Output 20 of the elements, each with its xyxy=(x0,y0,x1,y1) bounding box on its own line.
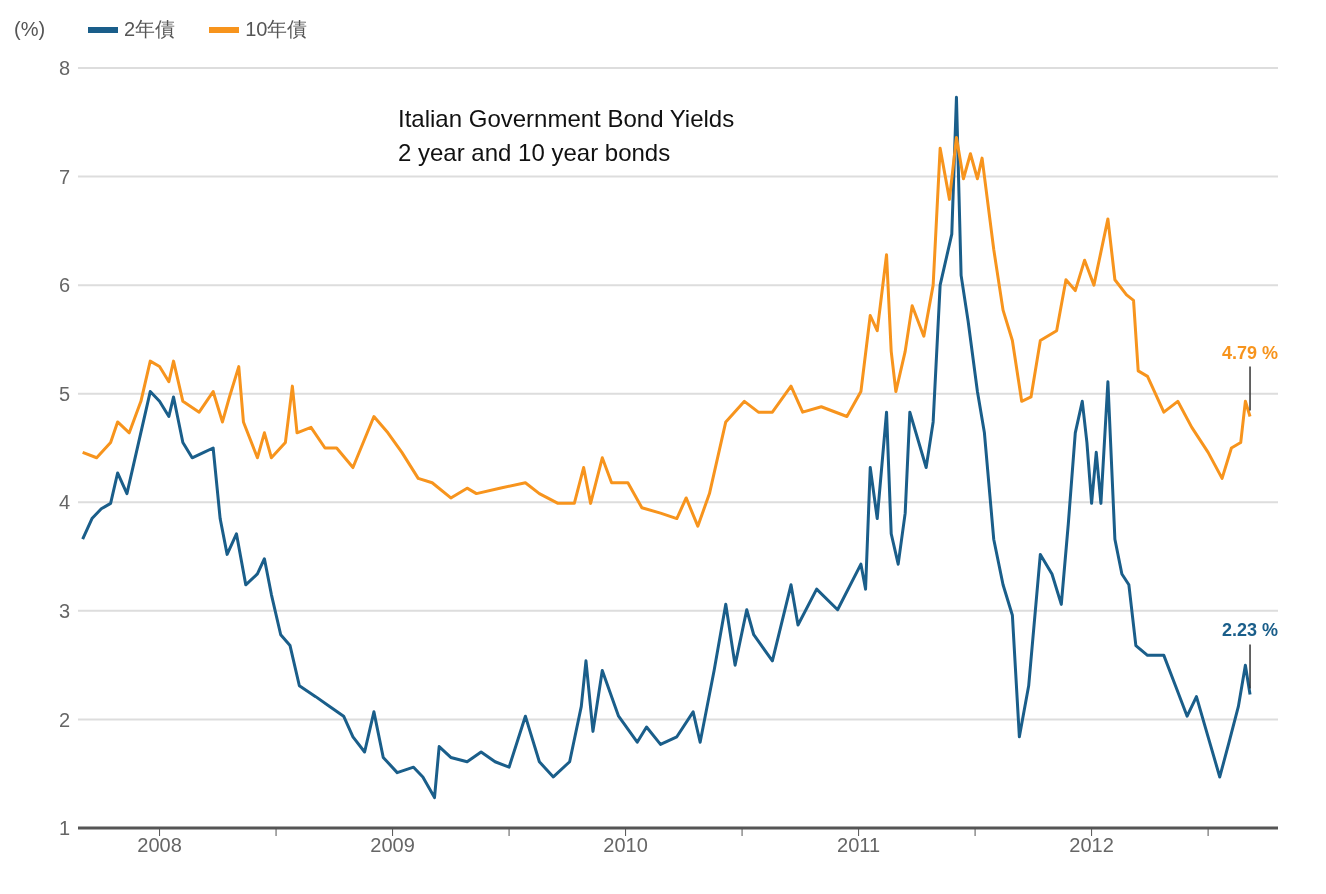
y-tick-label: 4 xyxy=(58,491,70,514)
y-tick-label: 3 xyxy=(58,599,70,622)
y-tick-label: 2 xyxy=(58,708,70,731)
y-tick-label: 5 xyxy=(58,382,70,405)
y-axis-title: (%) xyxy=(14,18,46,41)
x-tick-label: 2010 xyxy=(603,834,648,857)
annotation: 4.79 % xyxy=(1222,342,1279,363)
y-tick-label: 6 xyxy=(58,274,70,297)
y-tick-label: 7 xyxy=(58,165,70,188)
y-tick-label: 1 xyxy=(58,817,70,840)
x-tick-label: 2012 xyxy=(1069,834,1114,857)
y-tick-label: 8 xyxy=(58,57,70,80)
text: 2 year and 10 year bonds xyxy=(398,137,672,168)
annotation: 2.23 % xyxy=(1222,620,1279,641)
text: Italian Government Bond Yields xyxy=(398,104,735,134)
x-tick-label: 2008 xyxy=(137,834,182,857)
legend-label: 2年債 xyxy=(124,17,176,42)
x-tick-label: 2009 xyxy=(370,834,415,857)
legend-label: 10年債 xyxy=(245,17,308,42)
x-tick-label: 2011 xyxy=(837,834,881,857)
